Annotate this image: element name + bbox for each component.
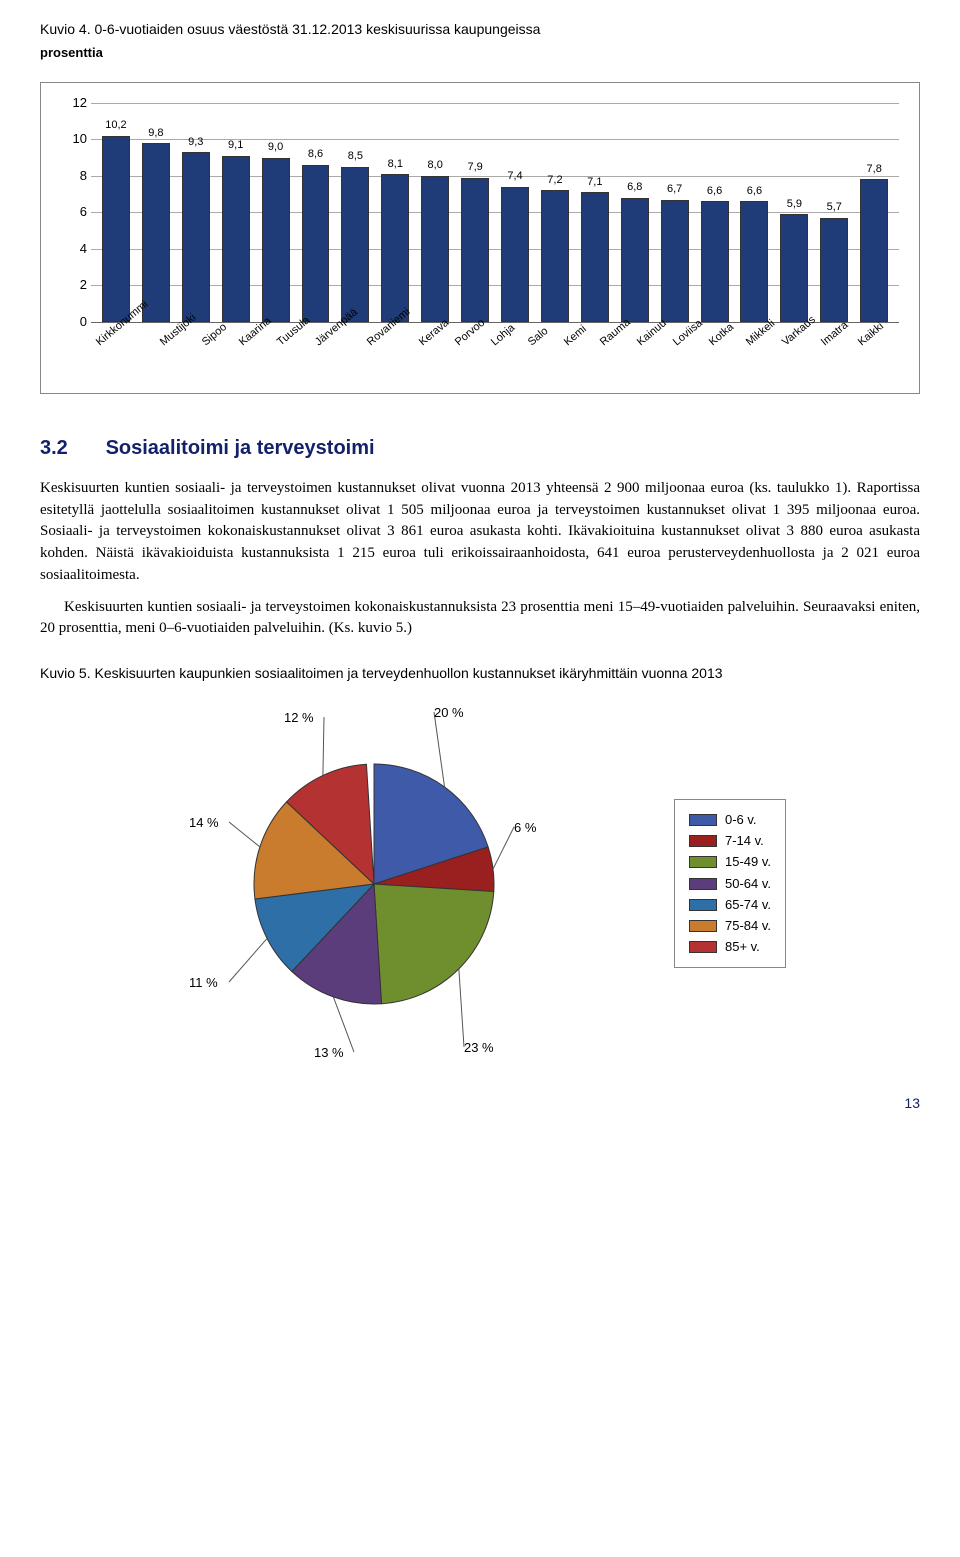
bar-value-label: 5,7 xyxy=(827,200,842,215)
legend-swatch xyxy=(689,835,717,847)
bar xyxy=(501,187,529,322)
bar-value-label: 7,8 xyxy=(867,162,882,177)
bar xyxy=(860,179,888,321)
pie-pct-label: 6 % xyxy=(514,819,536,837)
bar xyxy=(262,158,290,322)
y-tick: 6 xyxy=(63,203,87,221)
legend-swatch xyxy=(689,941,717,953)
bar xyxy=(341,167,369,322)
bar xyxy=(820,218,848,322)
legend-label: 50-64 v. xyxy=(725,875,771,893)
legend-swatch xyxy=(689,899,717,911)
leader-line xyxy=(434,712,445,787)
legend-row: 85+ v. xyxy=(689,938,771,956)
bar xyxy=(222,156,250,322)
legend-row: 65-74 v. xyxy=(689,896,771,914)
bar xyxy=(421,176,449,322)
bar-value-label: 9,8 xyxy=(148,126,163,141)
leader-line xyxy=(229,822,260,847)
y-tick: 0 xyxy=(63,313,87,331)
bar-value-label: 6,7 xyxy=(667,182,682,197)
bar-value-label: 7,4 xyxy=(507,169,522,184)
bar-value-label: 8,6 xyxy=(308,147,323,162)
bar-value-label: 6,6 xyxy=(707,184,722,199)
bar-value-label: 8,1 xyxy=(388,157,403,172)
legend-row: 0-6 v. xyxy=(689,811,771,829)
bar xyxy=(621,198,649,322)
pie-slice xyxy=(374,884,494,1004)
leader-line xyxy=(459,968,464,1046)
paragraph-1: Keskisuurten kuntien sosiaali- ja tervey… xyxy=(40,478,920,587)
pie-pct-label: 23 % xyxy=(464,1039,494,1057)
figure4-chart: 0 2 4 6 8 10 12 10,2 9,8 9,3 9,1 9,0 8,6 8,5 8,1 8,0 7,9… xyxy=(40,82,920,394)
legend-swatch xyxy=(689,814,717,826)
bar-value-label: 10,2 xyxy=(105,118,126,133)
y-tick: 12 xyxy=(63,94,87,112)
leader-line xyxy=(493,827,514,869)
bar xyxy=(302,165,330,322)
legend-swatch xyxy=(689,856,717,868)
figure5-chart: 20 % 6 % 23 % 13 % 11 % 14 % 12 % 0-6 v. 7-14 v… xyxy=(40,694,920,1074)
pie-pct-label: 11 % xyxy=(189,974,218,992)
legend-row: 50-64 v. xyxy=(689,875,771,893)
leader-line xyxy=(323,717,324,775)
paragraph-2: Keskisuurten kuntien sosiaali- ja tervey… xyxy=(40,597,920,641)
legend: 0-6 v. 7-14 v. 15-49 v. 50-64 v. 65-74 v. 75-… xyxy=(674,799,786,968)
bar xyxy=(182,152,210,322)
pie-pct-label: 14 % xyxy=(189,814,219,832)
y-tick: 4 xyxy=(63,240,87,258)
bar-value-label: 5,9 xyxy=(787,197,802,212)
legend-label: 85+ v. xyxy=(725,938,760,956)
legend-label: 65-74 v. xyxy=(725,896,771,914)
bar-value-label: 9,3 xyxy=(188,135,203,150)
bar-value-label: 7,1 xyxy=(587,175,602,190)
bar-value-label: 7,9 xyxy=(467,160,482,175)
bar xyxy=(381,174,409,322)
bar xyxy=(740,201,768,321)
legend-label: 7-14 v. xyxy=(725,832,764,850)
legend-row: 15-49 v. xyxy=(689,853,771,871)
bar-value-label: 9,1 xyxy=(228,138,243,153)
bar xyxy=(541,190,569,321)
page-number: 13 xyxy=(40,1094,920,1114)
legend-label: 0-6 v. xyxy=(725,811,757,829)
figure5-title: Kuvio 5. Keskisuurten kaupunkien sosiaal… xyxy=(40,664,920,684)
bar xyxy=(142,143,170,322)
bar-value-label: 6,6 xyxy=(747,184,762,199)
y-tick: 8 xyxy=(63,167,87,185)
bar-value-label: 9,0 xyxy=(268,140,283,155)
bar xyxy=(461,178,489,322)
legend-swatch xyxy=(689,878,717,890)
bar-value-label: 6,8 xyxy=(627,180,642,195)
figure4-subtitle: prosenttia xyxy=(40,44,920,62)
legend-label: 15-49 v. xyxy=(725,853,771,871)
figure4-title: Kuvio 4. 0-6-vuotiaiden osuus väestöstä … xyxy=(40,20,920,40)
legend-row: 7-14 v. xyxy=(689,832,771,850)
legend-row: 75-84 v. xyxy=(689,917,771,935)
bar xyxy=(661,200,689,322)
legend-label: 75-84 v. xyxy=(725,917,771,935)
leader-line xyxy=(229,938,267,982)
pie-pct-label: 12 % xyxy=(284,709,314,727)
y-tick: 10 xyxy=(63,130,87,148)
y-tick: 2 xyxy=(63,276,87,294)
bar xyxy=(102,136,130,322)
pie-pct-label: 20 % xyxy=(434,704,464,722)
section-title: Sosiaalitoimi ja terveystoimi xyxy=(106,437,375,459)
bar xyxy=(581,192,609,322)
legend-swatch xyxy=(689,920,717,932)
bar xyxy=(701,201,729,321)
bar-value-label: 8,5 xyxy=(348,149,363,164)
bar xyxy=(780,214,808,322)
pie-pct-label: 13 % xyxy=(314,1044,344,1062)
section-heading: 3.2 Sosiaalitoimi ja terveystoimi xyxy=(40,434,920,462)
bar-value-label: 8,0 xyxy=(428,158,443,173)
bar-value-label: 7,2 xyxy=(547,173,562,188)
section-number: 3.2 xyxy=(40,434,100,462)
